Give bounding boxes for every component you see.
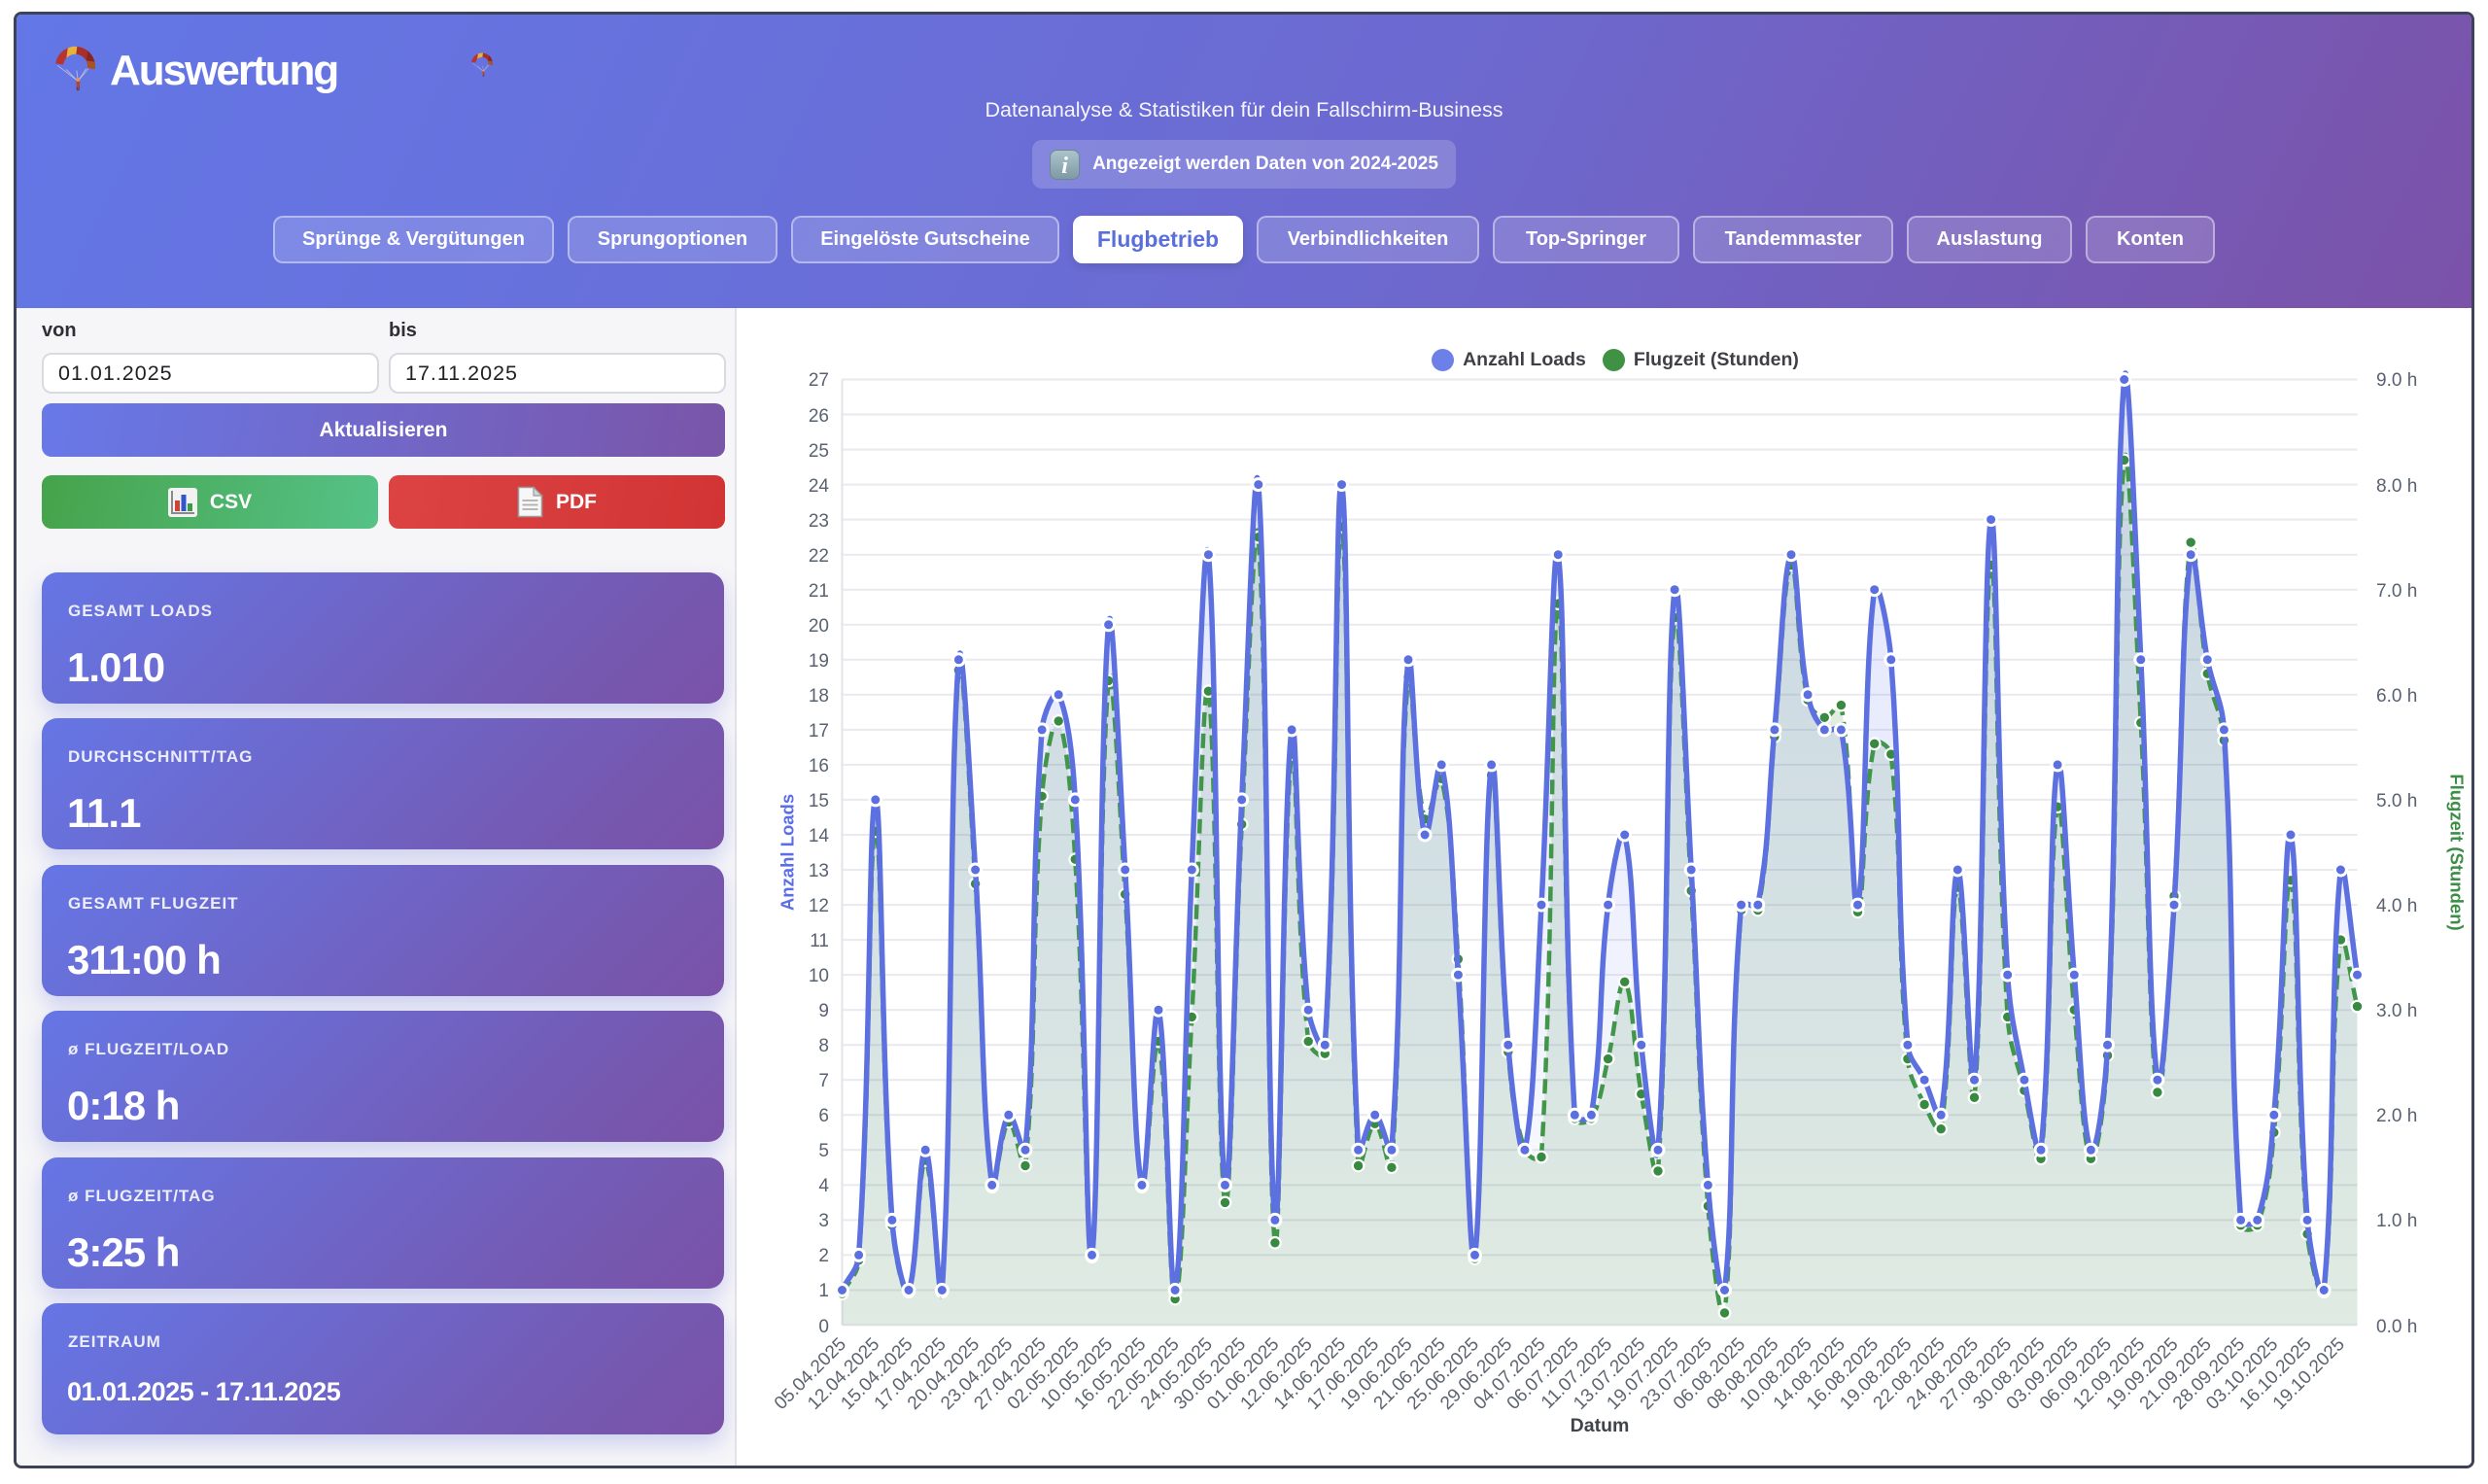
svg-text:5: 5 (818, 1141, 829, 1161)
svg-text:11: 11 (810, 931, 829, 951)
svg-text:15: 15 (809, 791, 829, 811)
svg-text:0.0 h: 0.0 h (2376, 1317, 2417, 1337)
svg-text:18: 18 (809, 686, 829, 707)
svg-text:12: 12 (809, 896, 829, 916)
svg-text:10: 10 (809, 966, 829, 986)
svg-text:3: 3 (818, 1211, 829, 1231)
svg-text:8: 8 (818, 1036, 829, 1056)
svg-text:19: 19 (809, 651, 829, 672)
svg-text:3.0 h: 3.0 h (2376, 1001, 2417, 1021)
svg-text:7.0 h: 7.0 h (2376, 581, 2417, 602)
svg-text:4.0 h: 4.0 h (2376, 896, 2417, 916)
svg-text:27: 27 (809, 370, 829, 391)
svg-text:13: 13 (809, 861, 829, 881)
svg-text:5.0 h: 5.0 h (2376, 791, 2417, 811)
svg-text:Datum: Datum (1571, 1415, 1630, 1436)
svg-text:16: 16 (809, 756, 829, 777)
svg-text:4: 4 (818, 1176, 829, 1196)
svg-text:21: 21 (809, 581, 829, 602)
svg-text:i: i (1061, 154, 1068, 179)
svg-text:6.0 h: 6.0 h (2376, 686, 2417, 707)
svg-text:Flugzeit (Stunden): Flugzeit (Stunden) (2447, 774, 2468, 930)
svg-text:22: 22 (809, 546, 829, 567)
svg-text:9: 9 (818, 1001, 829, 1021)
svg-text:24: 24 (809, 476, 830, 497)
svg-text:20: 20 (809, 616, 829, 637)
svg-text:1.0 h: 1.0 h (2376, 1211, 2417, 1231)
svg-text:1: 1 (818, 1281, 829, 1301)
svg-text:26: 26 (809, 406, 829, 427)
svg-text:8.0 h: 8.0 h (2376, 476, 2417, 497)
svg-text:2: 2 (818, 1246, 829, 1266)
svg-text:9.0 h: 9.0 h (2376, 370, 2417, 391)
svg-text:14: 14 (809, 826, 830, 846)
svg-text:0: 0 (818, 1317, 829, 1337)
svg-text:23: 23 (809, 511, 829, 532)
svg-text:17: 17 (809, 721, 829, 742)
svg-text:2.0 h: 2.0 h (2376, 1106, 2417, 1126)
svg-text:25: 25 (809, 441, 829, 462)
svg-text:Anzahl Loads: Anzahl Loads (778, 794, 798, 911)
svg-text:7: 7 (818, 1071, 829, 1091)
svg-text:6: 6 (818, 1106, 829, 1126)
